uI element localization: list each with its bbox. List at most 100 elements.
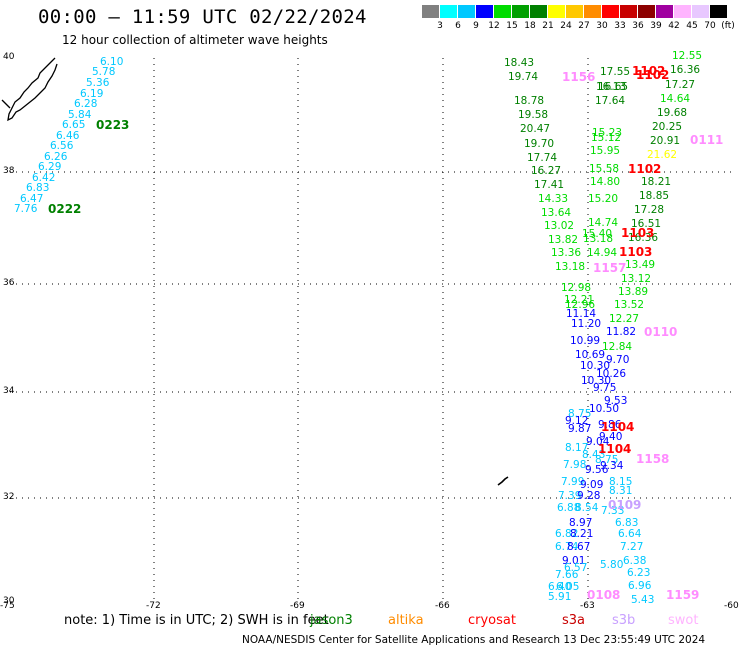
wave-height-label: 5.36 bbox=[86, 77, 110, 89]
colorbar-swatch bbox=[440, 5, 457, 18]
lon-tick-label: -63 bbox=[580, 601, 595, 611]
wave-height-label: 10.26 bbox=[596, 368, 627, 380]
wave-height-label: 9.28 bbox=[577, 490, 601, 502]
wave-height-label: 7.66 bbox=[555, 569, 579, 581]
wave-height-label: 6.40 bbox=[548, 581, 572, 593]
wave-height-label: 20.47 bbox=[520, 123, 551, 135]
wave-height-label: 6.74 bbox=[555, 541, 579, 553]
colorbar-tick: 24 bbox=[560, 21, 572, 31]
colorbar-swatch bbox=[674, 5, 691, 18]
wave-height-label: 13.52 bbox=[614, 299, 645, 311]
colorbar-tick: 21 bbox=[542, 21, 554, 31]
coastline bbox=[1, 57, 58, 122]
wave-height-label: 14.33 bbox=[538, 193, 569, 205]
wave-height-label: 16.36 bbox=[628, 232, 659, 244]
colorbar-tick: 36 bbox=[632, 21, 644, 31]
wave-height-label: 15.12 bbox=[591, 132, 622, 144]
pass-time-label: 0111 bbox=[690, 133, 724, 147]
wave-height-label: 9.75 bbox=[593, 382, 617, 394]
colorbar-tick: 3 bbox=[437, 21, 443, 31]
pass-time-label: 0108 bbox=[587, 588, 621, 602]
wave-height-label: 6.42 bbox=[32, 172, 56, 184]
colorbar-tick: 27 bbox=[578, 21, 590, 31]
colorbar-tick: 15 bbox=[506, 21, 518, 31]
wave-height-label: 5.80 bbox=[600, 559, 624, 571]
wave-height-label: 6.88 bbox=[557, 502, 581, 514]
wave-height-label: 20.91 bbox=[650, 135, 681, 147]
lon-tick-label: -66 bbox=[435, 601, 450, 611]
satellite-legend-s3a: s3a bbox=[562, 613, 586, 628]
pass-time-label: 0223 bbox=[96, 118, 130, 132]
lat-tick-label: 32 bbox=[3, 492, 15, 502]
wave-height-label: 6.10 bbox=[100, 56, 124, 68]
wave-height-label: 8.97 bbox=[569, 517, 593, 529]
pass-time-label: 1156 bbox=[562, 70, 596, 84]
wave-height-label: 15.23 bbox=[592, 127, 623, 139]
colorbar-tick: 6 bbox=[455, 21, 461, 31]
wave-height-label: 13.64 bbox=[541, 207, 572, 219]
wave-height-label: 5.84 bbox=[68, 109, 92, 121]
colorbar-swatch bbox=[656, 5, 673, 18]
pass-time-label: 1103 bbox=[621, 226, 655, 240]
pass-time-label: 1102 bbox=[628, 162, 662, 176]
colorbar-swatch bbox=[458, 5, 475, 18]
wave-height-label: 10.30 bbox=[581, 375, 612, 387]
wave-height-label: 14.64 bbox=[660, 93, 691, 105]
wave-height-label: 13.89 bbox=[618, 286, 649, 298]
wave-height-label: 8.15 bbox=[609, 476, 633, 488]
wave-height-label: 7.27 bbox=[620, 541, 644, 553]
wave-height-label: 7.33 bbox=[601, 505, 625, 517]
wave-height-label: 17.28 bbox=[634, 204, 665, 216]
wave-height-label: 6.56 bbox=[50, 140, 74, 152]
pass-time-label: 1102 bbox=[636, 68, 670, 82]
wave-height-label: 18.78 bbox=[514, 95, 545, 107]
colorbar-swatch bbox=[638, 5, 655, 18]
wave-height-label: 6.96 bbox=[628, 580, 652, 592]
wave-height-label: 7.76 bbox=[14, 203, 38, 215]
wave-height-label: 12.98 bbox=[561, 282, 592, 294]
lat-tick-label: 36 bbox=[3, 278, 15, 288]
wave-height-label: 6.57 bbox=[564, 562, 588, 574]
satellite-legend-jason3: jason3 bbox=[310, 613, 353, 628]
colorbar-swatch bbox=[422, 5, 439, 18]
wave-height-label: 11.14 bbox=[566, 308, 597, 320]
page-title: 00:00 – 11:59 UTC 02/22/2024 bbox=[38, 6, 367, 28]
wave-height-label: 18.43 bbox=[504, 57, 535, 69]
wave-height-label: 8.43 bbox=[582, 449, 606, 461]
wave-height-label: 6.19 bbox=[80, 88, 104, 100]
wave-height-label: 9.70 bbox=[606, 354, 630, 366]
wave-height-label: 16.36 bbox=[670, 64, 701, 76]
wave-height-label: 14.94 bbox=[587, 247, 618, 259]
wave-height-label: 6.38 bbox=[623, 555, 647, 567]
wave-height-label: 7.99 bbox=[561, 476, 585, 488]
colorbar-swatch bbox=[692, 5, 709, 18]
wave-height-label: 5.43 bbox=[631, 594, 655, 606]
wave-height-label: 8.67 bbox=[567, 541, 591, 553]
wave-height-label: 15.20 bbox=[588, 193, 619, 205]
wave-height-label: 8.54 bbox=[575, 502, 599, 514]
pass-time-label: 0110 bbox=[644, 325, 678, 339]
lon-tick-label: -69 bbox=[290, 601, 305, 611]
wave-height-label: 5.78 bbox=[92, 66, 116, 78]
colorbar-swatch bbox=[566, 5, 583, 18]
colorbar-swatch bbox=[584, 5, 601, 18]
wave-height-label: 15.40 bbox=[582, 228, 613, 240]
wave-height-label: 6.46 bbox=[56, 130, 80, 142]
wave-height-label: 7.98 bbox=[563, 459, 587, 471]
colorbar-tick: 18 bbox=[524, 21, 536, 31]
wave-height-label: 18.85 bbox=[639, 190, 670, 202]
wave-height-label: 12.21 bbox=[564, 294, 595, 306]
wave-height-label: 9.87 bbox=[568, 423, 592, 435]
wave-height-label: 6.05 bbox=[556, 581, 580, 593]
wave-height-label: 15.58 bbox=[589, 163, 620, 175]
wave-height-label: 14.74 bbox=[588, 217, 619, 229]
wave-height-label: 9.04 bbox=[586, 436, 610, 448]
wave-height-label: 6.65 bbox=[62, 119, 86, 131]
colorbar-swatch bbox=[530, 5, 547, 18]
pass-time-label: 1102 bbox=[632, 64, 666, 78]
wave-height-label: 17.74 bbox=[527, 152, 558, 164]
colorbar-swatch bbox=[494, 5, 511, 18]
wave-height-label: 9.56 bbox=[585, 464, 609, 476]
wave-height-label: 8.75 bbox=[568, 408, 592, 420]
